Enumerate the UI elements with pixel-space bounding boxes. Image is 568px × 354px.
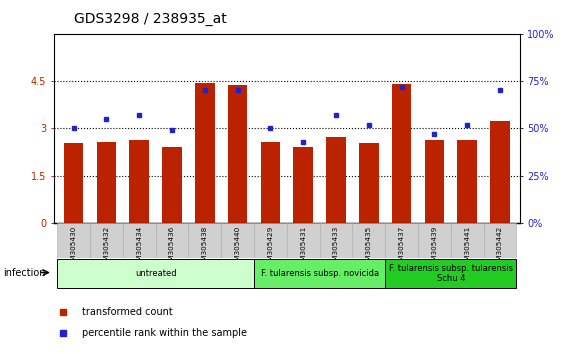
Text: GSM305442: GSM305442 [497,226,503,270]
Text: F. tularensis subsp. novicida: F. tularensis subsp. novicida [261,269,379,278]
Bar [254,223,287,258]
Text: GSM305432: GSM305432 [103,226,110,270]
Bar [130,140,149,223]
Bar [320,223,352,258]
Text: GSM305430: GSM305430 [70,226,77,270]
Text: GSM305438: GSM305438 [202,226,208,270]
Bar [385,259,516,288]
Bar [352,223,385,258]
Bar [457,140,477,223]
Bar [228,85,248,223]
Text: GSM305431: GSM305431 [300,226,306,270]
Bar [189,223,222,258]
Bar [123,223,156,258]
Bar [97,142,116,223]
Text: GSM305429: GSM305429 [268,226,273,270]
Bar [490,121,510,223]
Bar [287,223,320,258]
Bar [64,143,83,223]
Text: GSM305434: GSM305434 [136,226,142,270]
Text: GSM305440: GSM305440 [235,226,241,270]
Text: GSM305435: GSM305435 [366,226,372,270]
Bar [418,223,451,258]
Text: GSM305441: GSM305441 [464,226,470,270]
Bar [57,259,254,288]
Text: GSM305439: GSM305439 [432,226,437,270]
Text: percentile rank within the sample: percentile rank within the sample [82,328,247,338]
Bar [359,143,379,223]
Bar [483,223,516,258]
Bar [294,147,313,223]
Bar [392,84,411,223]
Bar [162,147,182,223]
Bar [195,82,215,223]
Bar [57,223,90,258]
Bar [254,259,385,288]
Bar [261,142,280,223]
Text: transformed count: transformed count [82,307,173,318]
Text: GSM305436: GSM305436 [169,226,175,270]
Text: GSM305433: GSM305433 [333,226,339,270]
Text: F. tularensis subsp. tularensis
Schu 4: F. tularensis subsp. tularensis Schu 4 [389,264,513,283]
Text: GSM305437: GSM305437 [399,226,404,270]
Bar [385,223,418,258]
Text: untreated: untreated [135,269,177,278]
Bar [451,223,483,258]
Bar [90,223,123,258]
Bar [156,223,189,258]
Text: infection: infection [3,268,45,278]
Bar [425,140,444,223]
Text: GDS3298 / 238935_at: GDS3298 / 238935_at [74,12,227,27]
Bar [222,223,254,258]
Bar [326,137,346,223]
